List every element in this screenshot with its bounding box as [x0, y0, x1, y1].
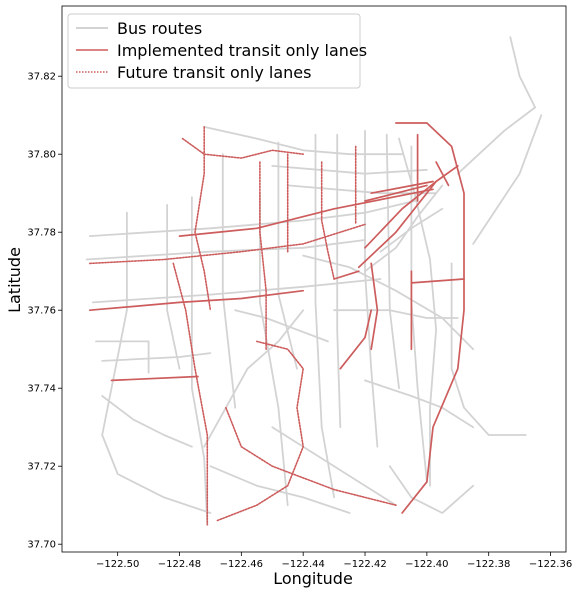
y-tick-label: 37.74: [27, 384, 56, 395]
bus-routes-line-7: [191, 196, 209, 526]
x-tick-label: −122.50: [96, 559, 139, 570]
implemented-transit-only-lanes-line-9: [339, 309, 373, 370]
y-tick-label: 37.72: [27, 462, 56, 473]
bus-routes-line-31: [388, 465, 475, 514]
bus-routes-line-23: [472, 114, 543, 245]
legend-label-future: Future transit only lanes: [117, 63, 311, 82]
implemented-transit-only-lanes-line-6: [370, 262, 379, 351]
x-tick-label: −122.46: [220, 559, 263, 570]
bus-routes-line-17: [203, 126, 403, 156]
bus-routes-line-28: [364, 379, 475, 429]
future-transit-only-lanes-line-3: [194, 126, 212, 311]
y-tick-label: 37.70: [27, 540, 56, 551]
implemented-transit-only-lanes-line-3: [395, 122, 465, 514]
future-transit-only-lanes-line-8: [215, 340, 304, 522]
bus-routes-line-33: [234, 309, 329, 343]
x-tick-label: −122.36: [529, 559, 572, 570]
bus-routes-line-27: [209, 465, 351, 514]
bus-routes-line-20: [302, 254, 475, 351]
bus-routes-line-25: [203, 309, 305, 448]
x-tick-label: −122.38: [467, 559, 510, 570]
bus-routes-line-8: [221, 153, 237, 409]
implemented-transit-only-lanes-line-1: [110, 375, 199, 382]
legend-box: [67, 13, 361, 89]
bus-routes-line-24: [509, 36, 536, 109]
implemented-transit-only-lanes-line-13: [435, 161, 450, 187]
y-tick-label: 37.78: [27, 228, 56, 239]
legend: Bus routes Implemented transit only lane…: [67, 13, 367, 89]
future-transit-only-lanes-line-6: [320, 161, 335, 280]
future-transit-only-lanes-line-2: [181, 137, 304, 159]
x-axis-ticks: −122.50 −122.48 −122.46 −122.44 −122.42 −122.…: [96, 552, 572, 570]
legend-label-implemented: Implemented transit only lanes: [117, 41, 367, 60]
y-tick-label: 37.76: [27, 306, 56, 317]
y-axis-label: Latitude: [5, 247, 24, 313]
legend-label-bus: Bus routes: [117, 19, 202, 38]
future-transit-only-lanes-line-1: [172, 262, 209, 526]
bus-routes-line-5: [101, 211, 212, 514]
x-tick-label: −122.48: [158, 559, 201, 570]
bus-routes-line-22: [456, 106, 536, 175]
bus-routes-line-18: [271, 165, 428, 175]
bus-routes-line-6: [166, 204, 181, 370]
implemented-transit-only-lanes-line-4: [357, 165, 459, 269]
plot-frame: [61, 5, 567, 553]
y-axis-ticks: 37.70 37.72 37.74 37.76 37.78 37.80 37.82: [27, 72, 62, 551]
bus-routes-line-21: [450, 262, 527, 436]
bus-routes-line-26: [271, 426, 397, 507]
bus-routes-line-16: [398, 137, 437, 487]
bus-routes-line-32: [101, 395, 193, 448]
bus-routes-line-0: [88, 200, 416, 237]
bus-routes-line-30: [379, 207, 444, 253]
future-transit-only-lanes-line-0: [89, 223, 366, 265]
implemented-transit-only-lanes-line-10: [364, 184, 428, 202]
bus-routes-line-12: [336, 133, 342, 429]
implemented-transit-only-lanes-line-11: [370, 180, 434, 195]
implemented-transit-only-lanes-line-8: [333, 270, 360, 280]
future-transit-only-lanes-line-9: [225, 406, 397, 506]
bus-routes-line-9: [259, 192, 289, 507]
y-tick-label: 37.80: [27, 150, 56, 161]
y-tick-label: 37.82: [27, 72, 56, 83]
bus-routes-line-2: [92, 278, 382, 304]
x-tick-label: −122.42: [343, 559, 386, 570]
implemented-transit-only-lanes-line-14: [410, 278, 465, 284]
x-tick-label: −122.40: [405, 559, 448, 570]
bus-routes-line-3: [101, 352, 212, 362]
bus-routes-line-4: [95, 340, 150, 374]
implemented-transit-only-lanes-line-5: [364, 180, 437, 249]
bus-routes-line-34: [333, 309, 459, 319]
implemented-transit-only-lanes-line-0: [88, 289, 305, 312]
route-lines: [85, 36, 543, 526]
x-axis-label: Longitude: [273, 569, 353, 588]
implemented-transit-only-lanes-line-2: [178, 188, 434, 237]
x-tick-label: −122.44: [281, 559, 324, 570]
future-transit-only-lanes-line-4: [259, 161, 267, 350]
